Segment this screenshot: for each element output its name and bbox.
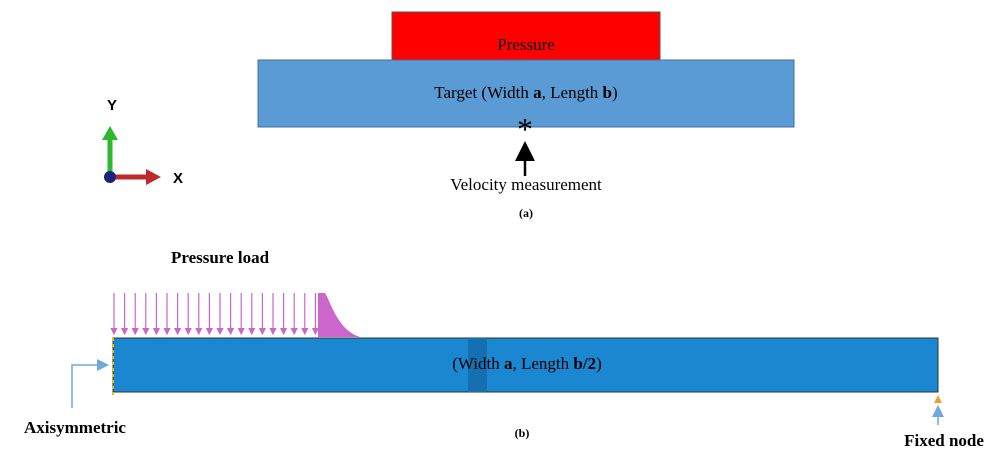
bar-label: (Width a, Length b/2)	[452, 354, 602, 373]
text-part: )	[612, 83, 618, 102]
arrowhead	[146, 169, 161, 185]
text-part: , Length	[512, 354, 573, 373]
pressure-block	[391, 11, 661, 61]
text-part: a	[533, 83, 542, 102]
text-part: (Width	[452, 354, 504, 373]
origin	[104, 171, 116, 183]
fixed-marker	[934, 395, 942, 403]
bar-stripe	[468, 338, 487, 392]
pressure-label: Pressure	[497, 35, 555, 54]
target-label: Target (Width a, Length b)	[434, 83, 617, 102]
arrow	[71, 359, 109, 408]
right-label: Fixed node	[904, 431, 984, 450]
arrowhead	[102, 126, 118, 140]
text-part: b/2	[573, 354, 596, 373]
load-ramp	[318, 293, 360, 337]
caption: (b)	[515, 426, 530, 440]
caption: (a)	[519, 206, 533, 220]
text-part: Target (Width	[434, 83, 533, 102]
bar	[112, 337, 939, 393]
load-arrows	[110, 293, 319, 336]
axis-x-label: X	[173, 170, 183, 187]
measure-marker: *	[517, 111, 533, 147]
measurement-label: Velocity measurement	[450, 175, 602, 194]
text-part: )	[596, 354, 602, 373]
target-block	[257, 59, 795, 128]
text-part: a	[504, 354, 513, 373]
load-label: Pressure load	[171, 248, 270, 267]
text-part: , Length	[542, 83, 603, 102]
left-label: Axisymmetric	[24, 418, 126, 437]
axis-y-label: Y	[107, 97, 117, 114]
text-part: b	[603, 83, 612, 102]
